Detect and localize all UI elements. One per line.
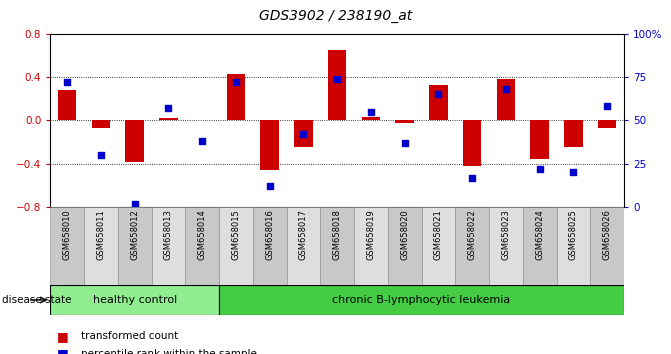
Bar [556, 207, 590, 285]
Text: GSM658013: GSM658013 [164, 210, 173, 260]
Bar [84, 207, 118, 285]
Bar [421, 207, 456, 285]
Text: GSM658018: GSM658018 [333, 210, 342, 260]
Point [197, 138, 207, 144]
Bar [227, 74, 245, 120]
Text: ■: ■ [57, 348, 69, 354]
Text: GSM658011: GSM658011 [97, 210, 105, 260]
Point [331, 76, 342, 81]
Point [62, 79, 72, 85]
Text: GSM658010: GSM658010 [62, 210, 72, 260]
Point [534, 166, 545, 172]
Text: GSM658012: GSM658012 [130, 210, 139, 260]
Text: GSM658016: GSM658016 [265, 210, 274, 260]
Point [95, 152, 106, 158]
Bar [125, 120, 144, 161]
Point [399, 140, 410, 146]
Bar [463, 120, 482, 166]
Bar [260, 120, 279, 170]
Point [298, 131, 309, 137]
Bar [185, 207, 219, 285]
Bar [590, 207, 624, 285]
Point [130, 201, 140, 206]
Point [467, 175, 478, 181]
Bar [456, 207, 489, 285]
Text: ■: ■ [57, 330, 69, 343]
Bar [58, 90, 76, 120]
Text: disease state: disease state [2, 295, 72, 305]
Bar [320, 207, 354, 285]
Point [264, 183, 275, 189]
Bar [530, 120, 549, 159]
Text: GSM658017: GSM658017 [299, 210, 308, 260]
Text: GSM658015: GSM658015 [231, 210, 240, 260]
Bar [50, 285, 219, 315]
Bar [598, 120, 617, 128]
Bar [92, 120, 110, 128]
Text: GSM658021: GSM658021 [434, 210, 443, 260]
Text: GDS3902 / 238190_at: GDS3902 / 238190_at [259, 9, 412, 23]
Text: GSM658024: GSM658024 [535, 210, 544, 260]
Text: GSM658022: GSM658022 [468, 210, 476, 260]
Text: transformed count: transformed count [81, 331, 178, 341]
Bar [362, 117, 380, 120]
Point [433, 92, 444, 97]
Bar [152, 207, 185, 285]
Point [602, 104, 613, 109]
Text: percentile rank within the sample: percentile rank within the sample [81, 349, 256, 354]
Text: GSM658026: GSM658026 [603, 210, 612, 260]
Bar [564, 120, 582, 148]
Bar [50, 207, 84, 285]
Text: GSM658023: GSM658023 [501, 210, 511, 260]
Bar [489, 207, 523, 285]
Point [163, 105, 174, 111]
Bar [388, 207, 421, 285]
Bar [354, 207, 388, 285]
Text: GSM658020: GSM658020 [400, 210, 409, 260]
Point [501, 86, 511, 92]
Bar [159, 118, 178, 120]
Bar [294, 120, 313, 148]
Bar [219, 207, 253, 285]
Bar [219, 285, 624, 315]
Text: GSM658014: GSM658014 [198, 210, 207, 260]
Bar [328, 50, 346, 120]
Bar [118, 207, 152, 285]
Text: GSM658019: GSM658019 [366, 210, 376, 260]
Point [366, 109, 376, 115]
Point [568, 170, 579, 175]
Bar [253, 207, 287, 285]
Bar [395, 120, 414, 122]
Text: chronic B-lymphocytic leukemia: chronic B-lymphocytic leukemia [332, 295, 511, 305]
Bar [523, 207, 556, 285]
Bar [497, 79, 515, 120]
Text: healthy control: healthy control [93, 295, 177, 305]
Point [231, 79, 242, 85]
Bar [429, 85, 448, 120]
Text: GSM658025: GSM658025 [569, 210, 578, 260]
Bar [287, 207, 320, 285]
